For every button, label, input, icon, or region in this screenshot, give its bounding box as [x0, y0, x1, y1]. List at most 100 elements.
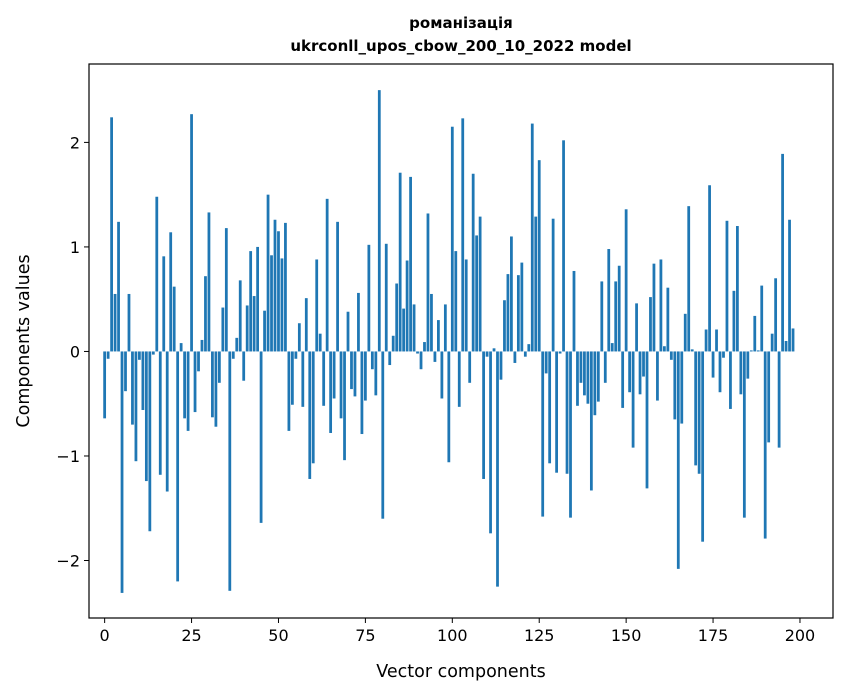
bar — [165, 351, 169, 492]
bar — [659, 259, 663, 352]
bar — [777, 351, 781, 448]
bar — [544, 351, 548, 374]
bar — [412, 304, 416, 352]
bar — [409, 176, 412, 352]
bar — [377, 90, 381, 352]
bar — [708, 185, 711, 352]
bar — [457, 351, 461, 407]
bar — [224, 228, 228, 352]
bar — [426, 213, 430, 352]
bar — [151, 351, 155, 355]
bar — [124, 351, 127, 392]
bar — [273, 219, 277, 352]
bar — [631, 351, 635, 448]
bar — [617, 265, 621, 352]
bar — [433, 351, 437, 362]
bar — [589, 351, 593, 491]
y-tick-label: −2 — [56, 552, 80, 571]
bar — [669, 351, 673, 360]
bar — [763, 351, 767, 539]
bar — [117, 221, 120, 352]
bar — [329, 351, 333, 433]
bar — [485, 351, 489, 357]
bar — [231, 351, 235, 359]
bar — [176, 351, 180, 582]
x-axis-label: Vector components — [376, 662, 545, 682]
bar — [395, 283, 399, 352]
bar — [652, 263, 656, 352]
bar — [440, 351, 444, 399]
bar — [739, 351, 743, 395]
bar — [607, 249, 611, 352]
bar — [336, 221, 339, 352]
bar — [148, 351, 152, 532]
bar — [551, 218, 555, 352]
bar — [106, 351, 110, 359]
bar — [729, 351, 732, 409]
x-tick-label: 200 — [785, 626, 816, 645]
bar — [791, 328, 795, 352]
bar — [325, 198, 329, 352]
bar — [346, 311, 350, 352]
bar — [635, 303, 638, 352]
x-tick-label: 175 — [698, 626, 729, 645]
bar — [471, 173, 475, 352]
bar — [204, 276, 207, 352]
y-tick-label: 0 — [70, 342, 80, 361]
bar — [482, 351, 485, 479]
bar — [211, 351, 214, 418]
bar — [447, 351, 451, 463]
bar — [381, 351, 385, 519]
bar — [600, 281, 604, 352]
bar — [207, 212, 211, 352]
bar — [304, 298, 308, 352]
bar — [760, 285, 764, 352]
bar — [353, 351, 357, 397]
bar — [555, 351, 558, 473]
x-tick-label: 50 — [268, 626, 288, 645]
bar — [190, 114, 193, 352]
bar — [245, 305, 249, 352]
bar — [468, 351, 472, 383]
bar — [503, 300, 506, 352]
bar — [523, 351, 527, 357]
bar — [464, 259, 468, 352]
x-tick-label: 25 — [181, 626, 201, 645]
bar — [527, 344, 531, 352]
bar — [186, 351, 190, 431]
bar — [506, 274, 510, 352]
bar — [694, 351, 698, 466]
bar — [596, 351, 600, 402]
x-tick-label: 150 — [611, 626, 642, 645]
bar — [423, 342, 426, 352]
bar — [169, 232, 173, 352]
bar — [357, 292, 360, 352]
bar — [318, 333, 322, 352]
bar — [238, 280, 242, 352]
bar — [249, 251, 253, 352]
bar — [638, 351, 642, 395]
bar — [311, 351, 315, 464]
bar — [367, 244, 371, 352]
bar — [280, 258, 284, 352]
bar — [402, 308, 406, 352]
bar — [704, 329, 708, 352]
bar — [297, 323, 301, 352]
bar — [767, 351, 771, 443]
bar — [301, 351, 305, 407]
bar — [388, 351, 392, 366]
bar — [360, 351, 364, 435]
bar — [343, 351, 346, 461]
bar — [103, 351, 107, 419]
bar — [673, 351, 677, 420]
y-tick-label: 1 — [70, 238, 80, 257]
bar — [217, 351, 221, 383]
y-tick-label: −1 — [56, 447, 80, 466]
bar — [322, 351, 326, 406]
bar — [454, 251, 458, 352]
bar — [756, 350, 760, 352]
bar — [183, 351, 186, 419]
bar — [450, 126, 454, 352]
y-axis-label: Components values — [14, 254, 34, 427]
bar — [725, 220, 729, 352]
